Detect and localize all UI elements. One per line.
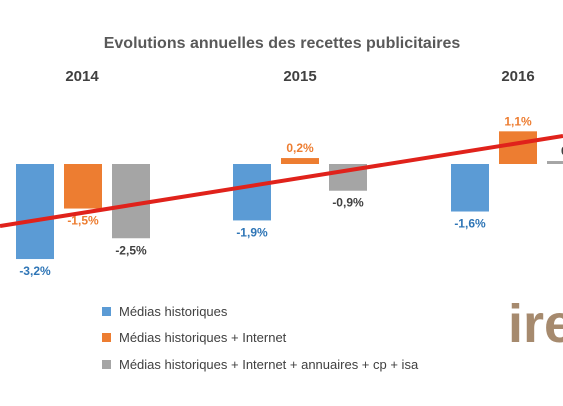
data-label-1-2014: -3,2% [19,264,51,278]
legend-swatch-3 [102,360,111,369]
bar-2-2015 [281,158,319,164]
data-label-1-2016: -1,6% [454,217,486,231]
data-label-3-2015: -0,9% [332,196,364,210]
legend-label-3: Médias historiques + Internet + annuaire… [119,357,419,372]
data-label-2-2014: -1,5% [67,214,99,228]
legend-label-1: Médias historiques [119,304,228,319]
bars [16,131,563,260]
category-labels: 2014 2015 2016 [65,68,534,85]
trendline [0,134,563,228]
data-label-1-2015: -1,9% [236,225,268,239]
data-label-3-2016: 0, [561,144,563,158]
logo: ire [508,294,563,354]
trendline-line [0,134,563,228]
legend-label-2: Médias historiques + Internet [119,330,287,345]
bar-1-2014 [16,164,54,260]
year-label-2015: 2015 [283,68,316,85]
data-labels: -3,2% -1,9% -1,6% -1,5% 0,2% 1,1% -2,5% -0,9% 0, [19,114,563,278]
year-label-2016: 2016 [501,68,534,85]
bar-2-2014 [64,164,102,209]
bar-1-2015 [233,164,271,221]
data-label-2-2016: 1,1% [504,114,532,128]
bar-2-2016 [499,131,537,164]
chart-title: Evolutions annuelles des recettes public… [104,35,461,52]
legend: Médias historiques Médias historiques + I… [102,304,419,372]
legend-swatch-1 [102,307,111,316]
legend-swatch-2 [102,333,111,342]
year-label-2014: 2014 [65,68,99,85]
data-label-2-2015: 0,2% [286,141,314,155]
data-label-3-2014: -2,5% [115,243,147,257]
bar-3-2016 [547,161,563,164]
bar-1-2016 [451,164,489,212]
